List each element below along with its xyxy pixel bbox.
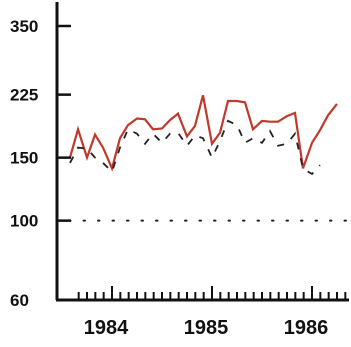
series-line-solid: [68, 95, 338, 172]
y-tick-label-225: 225: [10, 86, 38, 105]
y-tick-label-350: 350: [10, 17, 38, 36]
x-tick-label-1985: 1985: [184, 317, 229, 339]
series-layer: [68, 95, 338, 176]
y-tick-label-60: 60: [10, 291, 29, 310]
tick-labels-layer: 350 225 150 100 60 1984 1985 1986: [10, 17, 328, 339]
axes-layer: [55, 2, 349, 302]
y-tick-label-100: 100: [10, 212, 38, 231]
series-line-dashed: [69, 119, 321, 176]
x-tick-label-1984: 1984: [84, 317, 129, 339]
y-tick-label-150: 150: [10, 149, 38, 168]
ticks-layer: [57, 24, 347, 300]
x-tick-label-1986: 1986: [284, 317, 329, 339]
